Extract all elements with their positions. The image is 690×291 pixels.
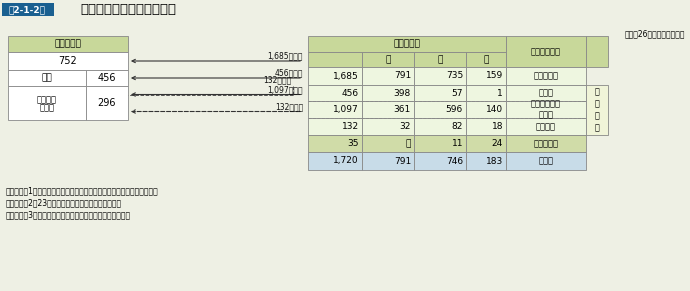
Text: （平成26年４月１日現在）: （平成26年４月１日現在） (624, 29, 685, 38)
Text: 791: 791 (394, 72, 411, 81)
Bar (414, 118, 466, 135)
Text: 132市町村: 132市町村 (263, 75, 291, 84)
Text: 32: 32 (400, 122, 411, 131)
Bar (308, 118, 362, 135)
Text: 設
置
方
式: 設 置 方 式 (595, 88, 600, 132)
Text: 35: 35 (348, 139, 359, 148)
Text: 296: 296 (98, 98, 116, 108)
Bar (414, 52, 466, 67)
Text: 361: 361 (394, 105, 411, 114)
Text: 非常備町村: 非常備町村 (533, 139, 558, 148)
Bar (506, 36, 586, 67)
Bar (362, 85, 414, 101)
Text: 596: 596 (446, 105, 463, 114)
Text: 合　計: 合 計 (538, 157, 553, 166)
Bar (308, 67, 362, 85)
Text: 組合等: 組合等 (39, 103, 55, 112)
Text: 82: 82 (452, 122, 463, 131)
Bar (86, 86, 128, 120)
Text: 183: 183 (486, 157, 503, 166)
Bar (506, 101, 586, 118)
Text: 57: 57 (451, 88, 463, 97)
Text: 456: 456 (98, 73, 116, 83)
Text: 456: 456 (342, 88, 359, 97)
Bar (308, 152, 362, 170)
Text: 単独: 単独 (41, 74, 52, 83)
Bar (308, 36, 506, 52)
Bar (308, 85, 362, 101)
Text: 735: 735 (446, 72, 463, 81)
Text: 第2-1-2図: 第2-1-2図 (8, 5, 46, 14)
Bar (414, 135, 466, 152)
Text: 市: 市 (385, 55, 391, 64)
Bar (506, 135, 586, 152)
Bar (8, 52, 128, 70)
Bar (362, 67, 414, 85)
Text: 常備／非常備: 常備／非常備 (531, 47, 561, 56)
Text: 1: 1 (497, 88, 503, 97)
Text: 事務委託: 事務委託 (536, 122, 556, 131)
Text: 1,720: 1,720 (333, 157, 359, 166)
Bar (362, 152, 414, 170)
Bar (8, 36, 128, 52)
Text: 3　広域連合は「一部事務組合等」に含まれる。: 3 広域連合は「一部事務組合等」に含まれる。 (6, 210, 131, 219)
Bar (2, 3, 54, 16)
Bar (8, 86, 86, 120)
Bar (414, 101, 466, 118)
Bar (362, 135, 414, 152)
Bar (414, 85, 466, 101)
Bar (506, 85, 586, 101)
Text: 791: 791 (394, 157, 411, 166)
Text: 単　独: 単 独 (538, 88, 553, 97)
Text: 1,097: 1,097 (333, 105, 359, 114)
Bar (466, 67, 506, 85)
Text: 11: 11 (451, 139, 463, 148)
Text: －: － (406, 139, 411, 148)
Text: 2　23区は１市として単独消防本部に計上: 2 23区は１市として単独消防本部に計上 (6, 198, 122, 207)
Text: 746: 746 (446, 157, 463, 166)
Text: 24: 24 (492, 139, 503, 148)
Bar (362, 101, 414, 118)
Text: 752: 752 (59, 56, 77, 66)
Bar (466, 101, 506, 118)
Bar (466, 135, 506, 152)
Text: 市　町　村: 市 町 村 (393, 40, 420, 49)
Text: 159: 159 (486, 72, 503, 81)
Text: 398: 398 (394, 88, 411, 97)
Bar (466, 152, 506, 170)
Bar (506, 118, 586, 135)
Text: 456市町村: 456市町村 (275, 68, 303, 77)
Text: 1,097市町村: 1,097市町村 (268, 85, 303, 94)
Bar (308, 52, 362, 67)
Text: 一部事務: 一部事務 (37, 95, 57, 104)
Bar (362, 52, 414, 67)
Text: 1,685: 1,685 (333, 72, 359, 81)
Text: 消防本部数: 消防本部数 (55, 40, 81, 49)
Text: 常備市町村: 常備市町村 (533, 72, 558, 81)
Text: 132: 132 (342, 122, 359, 131)
Bar (506, 67, 586, 85)
Text: 町: 町 (437, 55, 443, 64)
Text: 132市町村: 132市町村 (275, 102, 303, 111)
Text: 一部事務組合
等構成: 一部事務組合 等構成 (531, 100, 561, 119)
Bar (414, 152, 466, 170)
Bar (466, 85, 506, 101)
Text: 消防本部の設置方式の内訳: 消防本部の設置方式の内訳 (80, 3, 176, 16)
Text: 村: 村 (483, 55, 489, 64)
Text: 18: 18 (491, 122, 503, 131)
Text: 1,685市町村: 1,685市町村 (268, 52, 303, 61)
Text: （備考）　1　「消防本部及び消防団に関する異動状況報告」により作成: （備考） 1 「消防本部及び消防団に関する異動状況報告」により作成 (6, 187, 159, 196)
Bar (308, 135, 362, 152)
Bar (466, 52, 506, 67)
Bar (308, 101, 362, 118)
Text: 140: 140 (486, 105, 503, 114)
Bar (8, 70, 86, 86)
Bar (362, 118, 414, 135)
Bar (586, 36, 608, 67)
Bar (414, 67, 466, 85)
Bar (586, 85, 608, 135)
Bar (86, 70, 128, 86)
Bar (466, 118, 506, 135)
Bar (506, 152, 586, 170)
